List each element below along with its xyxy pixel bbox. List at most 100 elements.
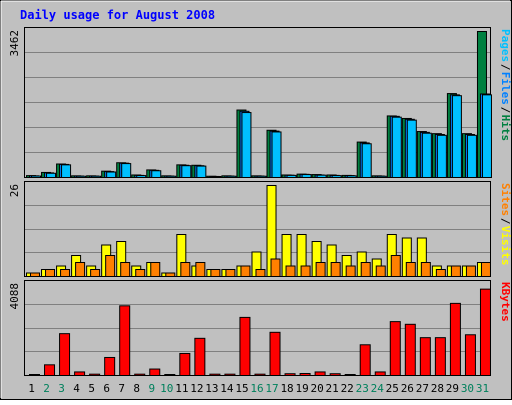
x-tick-day-15: 15 bbox=[235, 382, 248, 395]
bar-kbytes-day-12 bbox=[194, 337, 206, 377]
bar-sites-day-16 bbox=[255, 269, 266, 277]
bar-pages-day-30 bbox=[466, 134, 477, 179]
x-tick-day-6: 6 bbox=[103, 382, 110, 395]
bar-sites-day-14 bbox=[225, 269, 236, 277]
bar-sites-day-4 bbox=[75, 262, 86, 277]
bar-kbytes-day-14 bbox=[224, 373, 236, 377]
bar-kbytes-day-30 bbox=[464, 334, 476, 377]
bar-kbytes-day-26 bbox=[404, 323, 416, 376]
bar-pages-day-5 bbox=[91, 175, 102, 178]
x-tick-day-16: 16 bbox=[250, 382, 263, 395]
bar-pages-day-3 bbox=[61, 164, 72, 179]
bar-pages-day-8 bbox=[136, 175, 147, 178]
x-tick-day-9: 9 bbox=[148, 382, 155, 395]
bar-kbytes-day-27 bbox=[419, 337, 431, 376]
bar-pages-day-28 bbox=[436, 134, 447, 179]
bar-sites-day-20 bbox=[315, 262, 326, 277]
x-tick-day-1: 1 bbox=[28, 382, 35, 395]
bar-kbytes-day-13 bbox=[209, 373, 221, 377]
x-tick-day-8: 8 bbox=[133, 382, 140, 395]
bar-kbytes-day-4 bbox=[74, 371, 86, 376]
x-tick-day-14: 14 bbox=[220, 382, 234, 395]
x-tick-day-12: 12 bbox=[190, 382, 203, 395]
x-tick-day-26: 26 bbox=[401, 382, 414, 395]
x-tick-day-23: 23 bbox=[356, 382, 369, 395]
bar-kbytes-day-29 bbox=[449, 302, 461, 376]
bar-sites-day-11 bbox=[180, 262, 191, 277]
bar-pages-day-17 bbox=[271, 131, 282, 178]
bar-sites-day-2 bbox=[45, 269, 56, 277]
bar-pages-day-23 bbox=[361, 143, 372, 179]
bar-sites-day-3 bbox=[60, 269, 71, 277]
bar-kbytes-day-23 bbox=[359, 344, 371, 376]
bar-kbytes-day-8 bbox=[134, 373, 146, 377]
x-tick-day-31: 31 bbox=[476, 382, 489, 395]
x-tick-day-17: 17 bbox=[265, 382, 278, 395]
bar-sites-day-19 bbox=[300, 265, 311, 277]
bar-kbytes-day-24 bbox=[374, 371, 386, 376]
bar-pages-day-13 bbox=[211, 176, 222, 178]
bar-kbytes-day-9 bbox=[149, 368, 161, 377]
x-tick-day-10: 10 bbox=[160, 382, 173, 395]
bar-kbytes-day-3 bbox=[59, 333, 71, 377]
panel-3-ymax-label: 4088 bbox=[8, 283, 21, 310]
x-tick-day-28: 28 bbox=[431, 382, 444, 395]
x-tick-day-2: 2 bbox=[43, 382, 50, 395]
bar-sites-day-25 bbox=[390, 255, 401, 277]
bar-pages-day-14 bbox=[226, 175, 237, 178]
bar-sites-day-27 bbox=[420, 262, 431, 277]
bar-kbytes-day-18 bbox=[284, 373, 296, 376]
bar-sites-day-30 bbox=[465, 265, 476, 277]
legend-separator: / bbox=[499, 64, 512, 71]
bar-pages-day-21 bbox=[331, 175, 342, 178]
bar-pages-day-29 bbox=[451, 95, 462, 178]
bar-sites-day-6 bbox=[105, 255, 116, 277]
legend-hits: Hits bbox=[499, 115, 512, 142]
bar-sites-day-7 bbox=[120, 262, 131, 277]
bar-sites-day-10 bbox=[165, 272, 176, 277]
bar-pages-day-1 bbox=[31, 175, 41, 178]
bar-kbytes-day-5 bbox=[89, 373, 101, 377]
legend-kbytes: KBytes bbox=[499, 282, 512, 322]
bar-sites-day-18 bbox=[285, 265, 296, 277]
bar-sites-day-26 bbox=[405, 262, 416, 277]
bar-kbytes-day-22 bbox=[344, 374, 356, 376]
x-tick-day-20: 20 bbox=[311, 382, 324, 395]
x-tick-day-18: 18 bbox=[280, 382, 293, 395]
legend-sites: Sites bbox=[499, 183, 512, 216]
bar-pages-day-12 bbox=[196, 165, 207, 179]
legend-separator: / bbox=[499, 107, 512, 114]
bar-sites-day-9 bbox=[150, 262, 161, 277]
bar-kbytes-day-20 bbox=[314, 371, 326, 376]
bar-pages-day-31 bbox=[481, 94, 492, 178]
bar-kbytes-day-19 bbox=[299, 372, 311, 377]
x-tick-day-27: 27 bbox=[416, 382, 429, 395]
bar-sites-day-24 bbox=[375, 265, 386, 277]
bar-pages-day-27 bbox=[421, 132, 432, 178]
x-tick-day-29: 29 bbox=[446, 382, 459, 395]
bar-pages-day-11 bbox=[181, 165, 192, 179]
x-tick-day-21: 21 bbox=[326, 382, 339, 395]
x-tick-day-13: 13 bbox=[205, 382, 218, 395]
bar-sites-day-8 bbox=[135, 269, 146, 277]
bar-kbytes-day-31 bbox=[479, 288, 491, 376]
legend-visits: Visits bbox=[499, 226, 512, 266]
legend-files: Files bbox=[499, 72, 512, 105]
bar-pages-day-18 bbox=[286, 174, 297, 178]
bar-kbytes-day-6 bbox=[104, 356, 116, 376]
legend-separator: / bbox=[499, 218, 512, 225]
x-tick-day-5: 5 bbox=[88, 382, 95, 395]
x-tick-day-22: 22 bbox=[341, 382, 354, 395]
bar-pages-day-15 bbox=[241, 112, 252, 178]
bar-kbytes-day-1 bbox=[29, 374, 40, 376]
bar-kbytes-day-7 bbox=[119, 305, 131, 377]
bar-sites-day-28 bbox=[435, 269, 446, 277]
x-tick-day-24: 24 bbox=[371, 382, 385, 395]
bar-pages-day-6 bbox=[106, 171, 117, 179]
bar-pages-day-4 bbox=[76, 175, 87, 178]
bar-kbytes-day-25 bbox=[389, 321, 401, 376]
bar-kbytes-day-11 bbox=[179, 352, 191, 377]
bar-pages-day-20 bbox=[316, 174, 327, 178]
x-tick-day-30: 30 bbox=[461, 382, 474, 395]
